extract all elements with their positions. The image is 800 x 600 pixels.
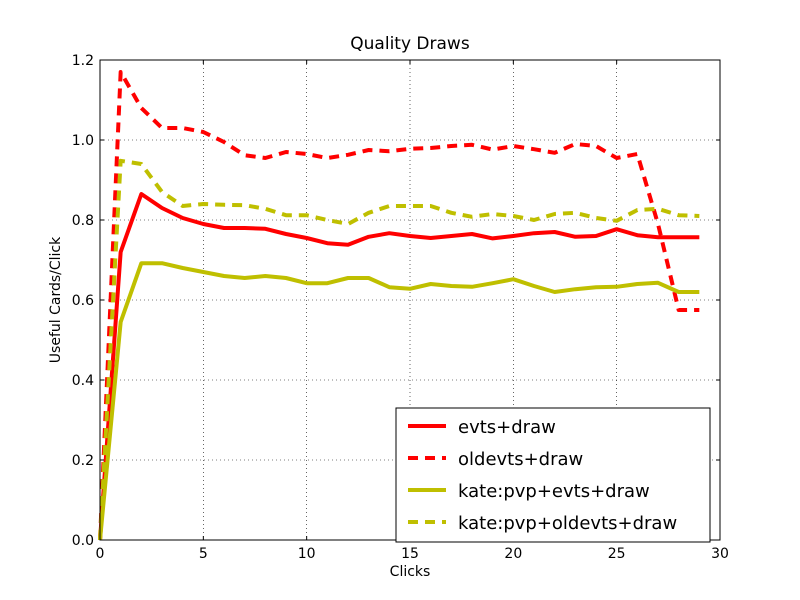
series-line-1 — [98, 192, 700, 541]
y-tick-label: 1.0 — [72, 133, 94, 149]
x-axis-label: Clicks — [390, 564, 431, 580]
axis-ticks: 0 5 10 15 20 25 30 0.0 0.2 0.4 0.6 0.8 1.0 1.2 — [72, 53, 729, 562]
x-tick-label: 30 — [711, 546, 729, 562]
y-tick-label: 0.6 — [72, 293, 94, 309]
series-line-3 — [98, 261, 700, 541]
x-tick-label: 15 — [401, 546, 419, 562]
y-axis-label: Useful Cards/Click — [48, 236, 64, 363]
x-tick-label: 20 — [504, 546, 522, 562]
legend-label: oldevts+draw — [458, 449, 583, 470]
legend-label: kate:pvp+oldevts+draw — [458, 513, 677, 534]
y-tick-label: 0.2 — [72, 453, 94, 469]
series-group — [98, 70, 700, 541]
x-tick-label: 0 — [96, 546, 105, 562]
y-tick-label: 0.4 — [72, 373, 94, 389]
legend-label: kate:pvp+evts+draw — [458, 481, 650, 502]
x-tick-label: 5 — [199, 546, 208, 562]
y-tick-label: 0.8 — [72, 213, 94, 229]
legend: evts+draw oldevts+draw kate:pvp+evts+draw k… — [395, 407, 711, 543]
y-tick-label: 0.0 — [72, 533, 94, 549]
x-tick-label: 25 — [608, 546, 626, 562]
series-line-4 — [98, 158, 700, 541]
legend-label: evts+draw — [458, 417, 556, 438]
series-line-2 — [98, 70, 700, 541]
x-tick-label: 10 — [298, 546, 316, 562]
chart-title: Quality Draws — [350, 34, 470, 54]
legend-box — [395, 407, 711, 543]
y-tick-label: 1.2 — [72, 53, 94, 69]
